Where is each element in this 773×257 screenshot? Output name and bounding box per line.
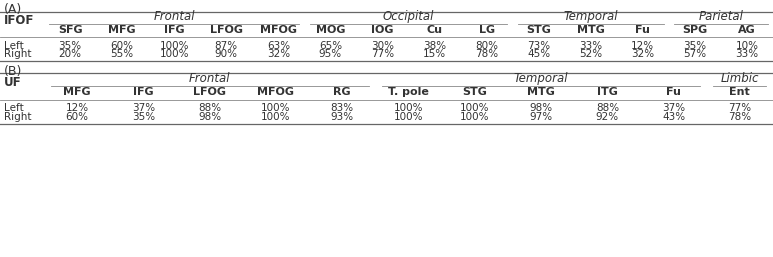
Text: 43%: 43%	[662, 112, 685, 122]
Text: 88%: 88%	[596, 104, 619, 113]
Text: 100%: 100%	[393, 112, 424, 122]
Text: Temporal: Temporal	[514, 72, 568, 85]
Text: 100%: 100%	[261, 104, 291, 113]
Text: 35%: 35%	[132, 112, 155, 122]
Text: 60%: 60%	[111, 41, 134, 51]
Text: 60%: 60%	[66, 112, 89, 122]
Text: 10%: 10%	[735, 41, 758, 51]
Text: STG: STG	[526, 25, 551, 35]
Text: MFG: MFG	[108, 25, 136, 35]
Text: Limbic: Limbic	[720, 72, 759, 85]
Text: MOG: MOG	[315, 25, 346, 35]
Text: 35%: 35%	[683, 41, 707, 51]
Text: SFG: SFG	[58, 25, 83, 35]
Text: 98%: 98%	[530, 104, 553, 113]
Text: Left: Left	[4, 104, 24, 113]
Text: (A): (A)	[4, 3, 22, 16]
Text: 37%: 37%	[132, 104, 155, 113]
Text: 35%: 35%	[59, 41, 82, 51]
Text: 100%: 100%	[261, 112, 291, 122]
Text: 100%: 100%	[460, 112, 489, 122]
Text: Frontal: Frontal	[189, 72, 230, 85]
Text: 12%: 12%	[632, 41, 655, 51]
Text: 45%: 45%	[527, 49, 550, 59]
Text: 30%: 30%	[371, 41, 394, 51]
Text: 73%: 73%	[527, 41, 550, 51]
Text: 20%: 20%	[59, 49, 82, 59]
Text: MTG: MTG	[577, 25, 604, 35]
Text: 33%: 33%	[579, 41, 602, 51]
Text: Cu: Cu	[427, 25, 443, 35]
Text: UF: UF	[4, 76, 22, 89]
Text: 77%: 77%	[728, 104, 751, 113]
Text: 77%: 77%	[371, 49, 394, 59]
Text: IFOF: IFOF	[4, 14, 34, 27]
Text: Fu: Fu	[666, 87, 681, 97]
Text: 32%: 32%	[632, 49, 655, 59]
Text: 88%: 88%	[198, 104, 221, 113]
Text: 90%: 90%	[215, 49, 238, 59]
Text: ITG: ITG	[597, 87, 618, 97]
Text: 63%: 63%	[267, 41, 290, 51]
Text: LG: LG	[478, 25, 495, 35]
Text: Occipital: Occipital	[383, 10, 434, 23]
Text: LFOG: LFOG	[193, 87, 226, 97]
Text: Temporal: Temporal	[564, 10, 618, 23]
Text: T. pole: T. pole	[388, 87, 429, 97]
Text: 12%: 12%	[66, 104, 89, 113]
Text: Frontal: Frontal	[154, 10, 195, 23]
Text: 97%: 97%	[530, 112, 553, 122]
Text: 15%: 15%	[423, 49, 446, 59]
Text: 83%: 83%	[331, 104, 354, 113]
Text: 100%: 100%	[159, 49, 189, 59]
Text: AG: AG	[738, 25, 756, 35]
Text: MFG: MFG	[63, 87, 91, 97]
Text: 65%: 65%	[319, 41, 342, 51]
Text: Right: Right	[4, 112, 32, 122]
Text: (B): (B)	[4, 65, 22, 78]
Text: MTG: MTG	[527, 87, 555, 97]
Text: 78%: 78%	[728, 112, 751, 122]
Text: SPG: SPG	[683, 25, 707, 35]
Text: 57%: 57%	[683, 49, 707, 59]
Text: IFG: IFG	[133, 87, 154, 97]
Text: 95%: 95%	[319, 49, 342, 59]
Text: 93%: 93%	[331, 112, 354, 122]
Text: 52%: 52%	[579, 49, 602, 59]
Text: Fu: Fu	[635, 25, 650, 35]
Text: MFOG: MFOG	[260, 25, 297, 35]
Text: 78%: 78%	[475, 49, 498, 59]
Text: 100%: 100%	[393, 104, 424, 113]
Text: 100%: 100%	[159, 41, 189, 51]
Text: 33%: 33%	[735, 49, 758, 59]
Text: Right: Right	[4, 49, 32, 59]
Text: RG: RG	[333, 87, 351, 97]
Text: Ent: Ent	[730, 87, 751, 97]
Text: IFG: IFG	[164, 25, 185, 35]
Text: LFOG: LFOG	[209, 25, 243, 35]
Text: 100%: 100%	[460, 104, 489, 113]
Text: Left: Left	[4, 41, 24, 51]
Text: 32%: 32%	[267, 49, 290, 59]
Text: 55%: 55%	[111, 49, 134, 59]
Text: 38%: 38%	[423, 41, 446, 51]
Text: 37%: 37%	[662, 104, 685, 113]
Text: 98%: 98%	[198, 112, 221, 122]
Text: Parietal: Parietal	[699, 10, 744, 23]
Text: 80%: 80%	[475, 41, 498, 51]
Text: STG: STG	[462, 87, 487, 97]
Text: 92%: 92%	[596, 112, 619, 122]
Text: MFOG: MFOG	[257, 87, 295, 97]
Text: 87%: 87%	[215, 41, 238, 51]
Text: IOG: IOG	[371, 25, 393, 35]
